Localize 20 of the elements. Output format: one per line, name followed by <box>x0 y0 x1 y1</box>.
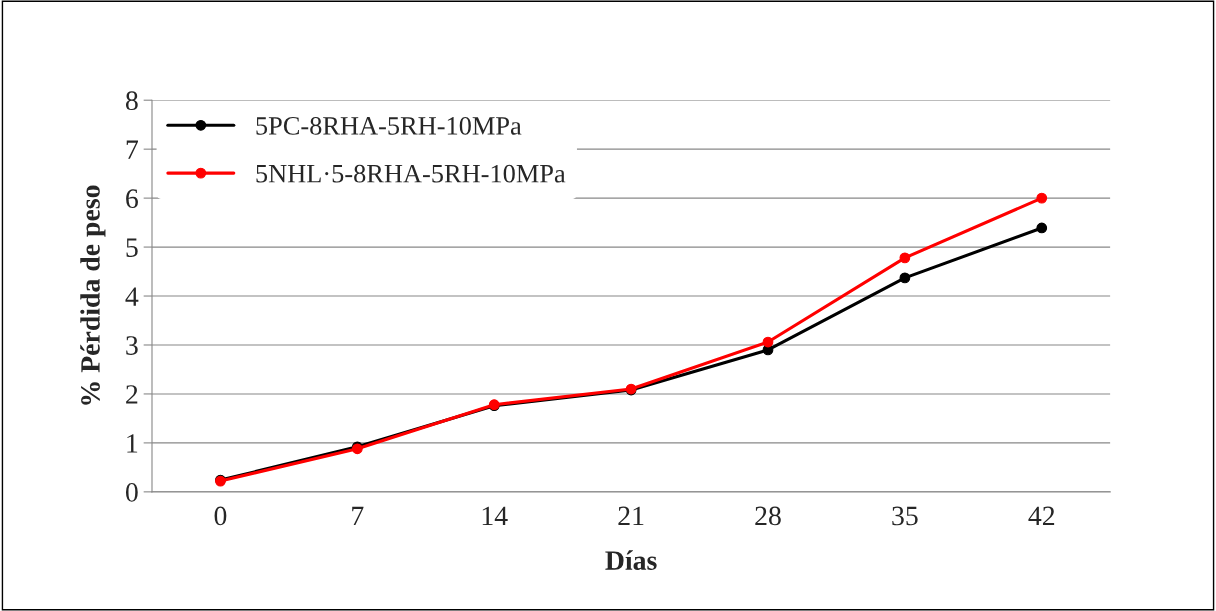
y-tick-label: 7 <box>126 140 139 159</box>
x-tick-label: 0 <box>214 506 227 526</box>
y-tick-label: 5 <box>126 238 138 257</box>
y-tick-label: 0 <box>125 483 138 502</box>
x-tick-label: 21 <box>618 506 644 526</box>
x-tick-label: 35 <box>892 506 918 526</box>
y-tick-label: 6 <box>126 189 138 209</box>
y-axis-title: % Pérdida de peso <box>80 185 106 405</box>
x-tick-label: 28 <box>755 506 781 526</box>
legend-label: 5PC-8RHA-5RH-10MPa <box>256 116 522 135</box>
y-tick-label: 8 <box>125 91 138 111</box>
x-tick-label: 42 <box>1028 506 1055 526</box>
legend-label: 5NHL·5-8RHA-5RH-10MPa <box>256 164 566 183</box>
y-tick-label: 4 <box>125 287 139 306</box>
y-tick-label: 2 <box>126 385 138 404</box>
x-tick-label: 14 <box>482 506 508 526</box>
x-tick-label: 7 <box>352 506 364 526</box>
y-tick-label: 1 <box>127 434 138 453</box>
x-axis-title: Días <box>605 550 657 570</box>
y-tick-label: 3 <box>126 336 138 355</box>
